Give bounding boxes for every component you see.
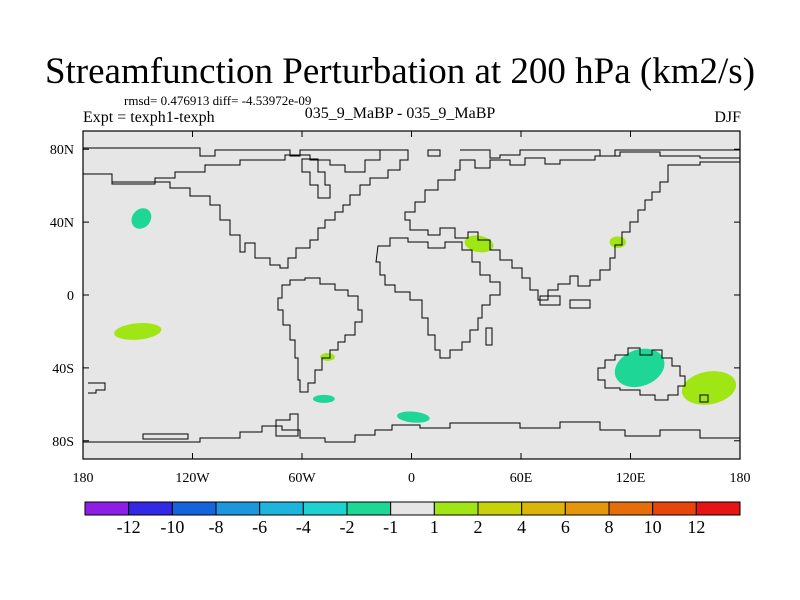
- colorbar-label-7: 1: [430, 517, 439, 537]
- anomaly-region-8: [614, 348, 665, 388]
- colorbar-box-8: [433, 501, 479, 516]
- colorbar-box-5: [302, 501, 348, 516]
- anomaly-region-6: [312, 394, 335, 403]
- colorbar: -12 -10 -8 -6 -4 -2 -1 1 2 4 6 8 10 12: [84, 501, 741, 537]
- anomaly-region-1: [131, 208, 152, 229]
- coastline-antarctica: [83, 421, 740, 443]
- colorbar-box-13: [652, 501, 697, 516]
- y-tick-label-0: 80N: [50, 143, 74, 158]
- colorbar-box-1: [128, 501, 173, 516]
- colorbar-box-9: [477, 501, 523, 516]
- colorbar-box-7: [390, 501, 435, 516]
- chart-title: Streamfunction Perturbation at 200 hPa (…: [44, 51, 756, 92]
- coastline-arctic: [83, 147, 408, 157]
- coastline-australia: [597, 347, 686, 401]
- x-tick-label-1: 120W: [175, 471, 210, 486]
- colorbar-label-2: -8: [209, 517, 224, 537]
- coastline-small-island: [88, 382, 106, 394]
- coastline-north-america-east: [301, 158, 331, 199]
- y-tick-label-1: 40N: [50, 216, 74, 231]
- x-tick-label-6: 180: [730, 471, 751, 486]
- colorbar-label-3: -6: [252, 517, 267, 537]
- x-tick-label-4: 60E: [510, 471, 533, 486]
- colorbar-label-6: -1: [383, 517, 398, 537]
- colorbar-label-12: 10: [644, 517, 662, 537]
- season-label: DJF: [714, 109, 741, 126]
- colorbar-label-8: 2: [474, 517, 483, 537]
- colorbar-box-3: [215, 501, 261, 516]
- colorbar-label-0: -12: [117, 517, 141, 537]
- map-panel: 180 120W 60W 0 60E 120E 180 80N 40N 0 40S 80S: [50, 130, 751, 486]
- colorbar-box-2: [171, 501, 217, 516]
- colorbar-box-11: [564, 501, 610, 516]
- colorbar-label-9: 4: [517, 517, 526, 537]
- colorbar-box-12: [608, 501, 654, 516]
- anomaly-region-9: [681, 371, 737, 405]
- anomaly-region-4: [609, 236, 626, 248]
- colorbar-box-6: [346, 501, 392, 516]
- colorbar-box-10: [521, 501, 566, 516]
- y-tick-label-2: 0: [67, 289, 74, 304]
- coastline-south-georgia: [275, 413, 299, 437]
- anomaly-region-2: [114, 323, 162, 340]
- x-tick-label-3: 0: [408, 471, 415, 486]
- coastline-antarctic-island: [142, 433, 189, 440]
- y-tick-label-3: 40S: [52, 362, 74, 377]
- axis-ticks: 180 120W 60W 0 60E 120E 180 80N 40N 0 40S 80S: [50, 131, 751, 486]
- colorbar-box-0: [84, 501, 130, 516]
- x-tick-label-2: 60W: [288, 471, 316, 486]
- map-background: [83, 131, 740, 459]
- anomaly-region-5: [320, 352, 335, 361]
- x-tick-label-0: 180: [73, 471, 94, 486]
- colorbar-box-4: [259, 501, 304, 516]
- coastline-eurasia: [404, 149, 740, 301]
- coastline-south-america: [277, 277, 363, 393]
- coastline-north-america: [83, 149, 409, 269]
- coastline-indonesia: [539, 295, 591, 309]
- anomaly-region-7: [396, 411, 430, 423]
- colorbar-label-4: -4: [296, 517, 311, 537]
- coastline-new-zealand: [699, 394, 709, 403]
- coastline-madagascar: [485, 327, 493, 346]
- y-tick-label-4: 80S: [52, 435, 74, 450]
- colorbar-box-14: [695, 501, 741, 516]
- case-label: 035_9_MaBP - 035_9_MaBP: [304, 105, 496, 122]
- coastline-africa: [375, 237, 501, 359]
- experiment-label: Expt = texph1-texph: [83, 109, 215, 126]
- rmsd-annotation: rmsd= 0.476913 diff= -4.53972e-09: [124, 93, 312, 108]
- colorbar-label-11: 8: [605, 517, 614, 537]
- colorbar-label-13: 12: [687, 517, 705, 537]
- colorbar-label-1: -10: [160, 517, 184, 537]
- colorbar-label-10: 6: [561, 517, 570, 537]
- colorbar-label-5: -2: [340, 517, 355, 537]
- x-tick-label-5: 120E: [616, 471, 646, 486]
- coastlines: [83, 147, 740, 443]
